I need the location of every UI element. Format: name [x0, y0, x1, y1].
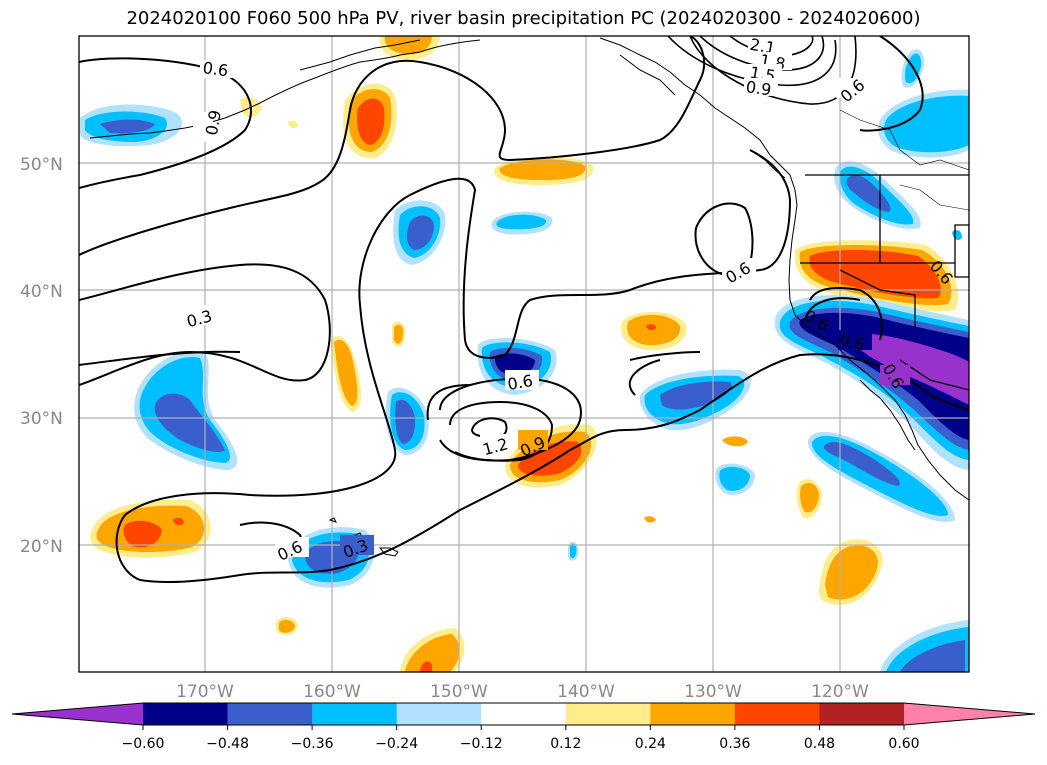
coastlines: [89, 37, 969, 557]
colorbar-tick-label: −0.60: [122, 736, 165, 752]
contour-label: 0.9: [202, 108, 225, 136]
longitude-label: 140°W: [557, 682, 615, 702]
longitude-label: 150°W: [430, 682, 488, 702]
negative-anomaly-region: [878, 89, 969, 158]
map-title: 2024020100 F060 500 hPa PV, river basin …: [126, 8, 921, 29]
negative-anomaly-region: [385, 387, 429, 455]
positive-anomaly-region: [330, 336, 361, 412]
map-content: 0.6 0.9 0.3 0.6 0.6 0.6 1.2 0.9 0.6 0.3 …: [79, 36, 969, 672]
colorbar-swatch: [819, 703, 905, 725]
negative-anomaly-region: [491, 211, 553, 235]
colorbar-swatch: [396, 703, 482, 725]
positive-anomaly-region: [240, 97, 656, 672]
colorbar-swatch: [481, 703, 567, 725]
negative-anomaly-region: [80, 104, 182, 147]
negative-anomaly-region: [134, 350, 238, 470]
positive-anomaly-region: [379, 36, 440, 61]
colorbar-tick-label: −0.48: [206, 736, 249, 752]
positive-anomaly-region: [494, 156, 594, 185]
positive-anomaly-region: [818, 539, 883, 605]
pv-contours: [79, 36, 969, 584]
colorbar-tick-label: 0.12: [550, 736, 581, 752]
latitude-label: 40°N: [20, 282, 63, 302]
latitude-label: 30°N: [20, 409, 63, 429]
colorbar-swatch: [650, 703, 736, 725]
colorbar-tick-label: 0.60: [888, 736, 919, 752]
positive-anomaly-region: [392, 321, 406, 347]
colorbar-tick-label: 0.36: [719, 736, 750, 752]
colorbar-tick-label: 0.48: [804, 736, 835, 752]
colorbar-swatch: [734, 703, 820, 725]
colorbar-extension-min: [12, 703, 143, 725]
longitude-label: 170°W: [176, 682, 234, 702]
contour-label: 0.9: [745, 77, 773, 99]
positive-anomaly-region: [343, 83, 397, 159]
colorbar-swatch: [312, 703, 398, 725]
colorbar-tick-label: 0.24: [635, 736, 666, 752]
negative-anomaly-region: [393, 200, 446, 265]
latitude-label: 20°N: [20, 537, 63, 557]
latitude-labels: 50°N 40°N 30°N 20°N: [20, 155, 63, 557]
negative-anomaly-region: [880, 620, 969, 672]
colorbar-swatch: [143, 703, 229, 725]
positive-anomaly-region: [796, 479, 822, 519]
positive-anomaly-region: [620, 311, 687, 351]
positive-anomaly-region: [722, 436, 748, 447]
longitude-label: 160°W: [303, 682, 361, 702]
negative-anomaly-region: [715, 463, 755, 496]
contour-label: 0.6: [202, 58, 230, 80]
longitude-label: 120°W: [811, 682, 869, 702]
longitude-label: 130°W: [684, 682, 742, 702]
colorbar: −0.60 −0.48 −0.36 −0.24 −0.12 0.12 0.24 0.36 0.4…: [11, 702, 1036, 752]
colorbar-tick-label: −0.24: [375, 736, 418, 752]
longitude-labels: 170°W 160°W 150°W 140°W 130°W 120°W: [176, 682, 869, 702]
positive-anomaly-region: [90, 499, 211, 558]
colorbar-swatch: [565, 703, 651, 725]
colorbar-tick-label: −0.36: [291, 736, 334, 752]
contour-label: 0.6: [506, 371, 534, 394]
colorbar-extension-max: [904, 703, 1035, 725]
negative-anomaly-region: [807, 431, 955, 522]
negative-anomaly-region: [639, 369, 751, 431]
state-boundaries: [839, 109, 969, 211]
latitude-label: 50°N: [20, 155, 63, 175]
colorbar-tick-label: −0.12: [460, 736, 503, 752]
colorbar-swatch: [227, 703, 313, 725]
map-frame: [78, 35, 970, 673]
